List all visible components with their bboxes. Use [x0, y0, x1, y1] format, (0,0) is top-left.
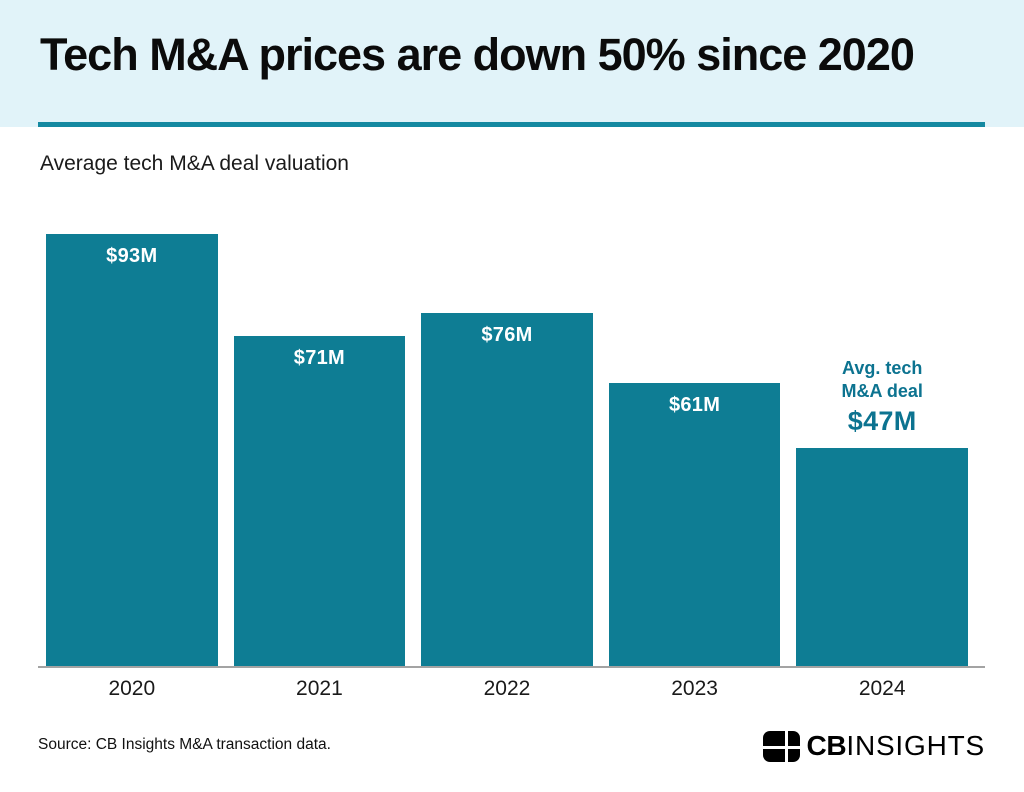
x-tick-2023: 2023 [671, 677, 718, 700]
bar-column-2021: $71M [233, 201, 406, 667]
bar-2020: $93M [46, 234, 218, 667]
annotation-line-1: Avg. tech [841, 358, 923, 378]
x-tick-2024: 2024 [858, 677, 906, 700]
bar-value-label-2021: $71M [293, 347, 345, 369]
cbinsights-logo: CBINSIGHTS [762, 730, 985, 762]
cbinsights-logo-text: CBINSIGHTS [807, 730, 985, 762]
x-tick-2020: 2020 [108, 677, 156, 700]
bar-2021: $71M [233, 336, 406, 667]
bar-value-label-2024 [796, 448, 968, 459]
annotation-2024: Avg. tech M&A deal $47M [796, 357, 968, 436]
bar-column-2024: Avg. tech M&A deal $47M [796, 201, 968, 667]
bar-chart-plot: $93M $71M $76M $61M Avg. tech M&A deal $… [46, 201, 968, 667]
x-axis-tick-labels: 2020 2021 2022 2023 2024 [46, 677, 968, 701]
header-band: Tech M&A prices are down 50% since 2020 [0, 0, 1024, 127]
bar-value-label-2023: $61M [668, 394, 721, 416]
bar-value-label-2022: $76M [481, 324, 533, 346]
chart-subtitle: Average tech M&A deal valuation [40, 152, 349, 175]
chart-headline: Tech M&A prices are down 50% since 2020 [40, 29, 915, 80]
bar-column-2022: $76M [421, 201, 593, 667]
x-tick-2021: 2021 [296, 677, 343, 700]
annotation-line-2: M&A deal [841, 381, 923, 401]
bar-column-2020: $93M [46, 201, 218, 667]
x-axis-line [38, 666, 985, 668]
cbinsights-logo-icon [762, 730, 800, 762]
bar-value-label-2020: $93M [106, 245, 158, 267]
bar-2024 [796, 448, 968, 667]
logo-text-bold: CB [806, 730, 847, 761]
annotation-value: $47M [847, 406, 917, 436]
header-divider-rule [38, 122, 985, 127]
logo-text-light: INSIGHTS [846, 730, 985, 761]
bar-2023: $61M [608, 383, 781, 667]
x-tick-2022: 2022 [483, 677, 531, 700]
source-citation: Source: CB Insights M&A transaction data… [38, 736, 331, 753]
bar-2022: $76M [421, 313, 593, 667]
bar-column-2023: $61M [608, 201, 781, 667]
